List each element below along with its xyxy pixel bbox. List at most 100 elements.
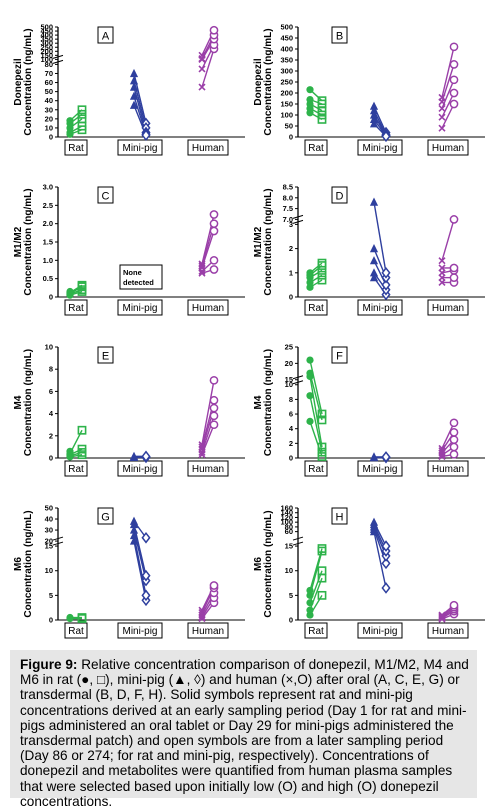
x-category-label: Mini-pig [362,464,397,475]
x-category-label: Rat [68,626,84,637]
y-tick-label: 200 [280,89,293,98]
data-point-late [77,105,87,115]
series-human [438,42,459,132]
y-tick-label: 140 [280,508,293,517]
data-point-late [449,75,459,85]
series-human [438,418,459,461]
data-point-early [198,83,206,91]
data-point-early [198,269,206,277]
pair-line [373,531,387,589]
data-point-late [317,566,327,576]
y-tick-label: 250 [280,78,293,87]
panel-label-box [331,346,348,364]
data-point-early [369,101,379,110]
series-mini-pig [129,516,151,607]
y-axis-units: Concentration (ng/mL) [23,28,34,135]
x-category-label: Mini-pig [122,143,157,154]
y-tick-label: 2.5 [43,201,53,210]
y-tick-label: 200 [40,47,53,56]
x-category-box [64,460,88,477]
panel-label-box [97,507,114,525]
x-category-box [357,139,403,156]
series-human [198,210,219,277]
y-tick-label: 60 [45,78,53,87]
caption-text: Relative concentration comparison of don… [20,657,469,809]
data-point-late [449,418,459,428]
data-point-early [66,447,74,455]
x-category-label: Human [432,143,464,154]
series-mini-pig [369,451,391,464]
data-point-early [66,613,74,622]
y-tick-label: 0 [49,454,53,463]
series-rat [66,280,87,299]
panel-B: B 0 50 100 150 200 250 300 350 400 450 500 Donepezil… [253,23,485,156]
data-point-late [77,114,87,124]
panel-C: C 0 0.5 1.0 1.5 2.0 2.5 3.0 M1/M2 Concentration (… [13,183,245,316]
y-tick-label: 15 [285,542,293,551]
data-point-early [129,451,139,460]
panel-label: B [336,31,343,43]
y-tick-label: 8.5 [283,183,293,192]
y-tick-label: 40 [45,96,53,105]
x-category-label: Mini-pig [362,143,397,154]
x-category-box [427,299,469,316]
pair-line [441,422,455,449]
data-point-late [317,258,327,268]
panel-label: E [102,351,109,363]
data-point-late [209,219,219,229]
data-point-late [209,403,219,413]
axis-break-mark [52,536,64,541]
y-tick-label: 0 [289,293,293,302]
data-point-late [317,96,327,106]
y-tick-label: 30 [45,105,53,114]
y-tick-label: 30 [45,526,53,535]
pair-line [441,92,455,118]
data-point-late [449,42,459,52]
y-axis-title: M4 [13,395,24,409]
data-point-early [369,268,379,277]
series-human [198,25,219,91]
panel-label: A [102,31,110,43]
data-point-early [438,264,446,272]
x-category-label: Human [192,143,224,154]
y-axis-units: Concentration (ng/mL) [23,188,34,295]
panel-label: G [101,512,110,524]
y-tick-label: 5 [49,591,53,600]
data-point-late [141,569,151,582]
y-tick-label: 10 [285,566,293,575]
y-tick-label: 250 [40,43,53,52]
pair-line [309,376,323,448]
y-tick-label: 0.5 [43,274,53,283]
panel-label: F [336,351,343,363]
panel-A: A 010203040506070801001502002503003504004… [13,23,245,156]
pair-line [373,202,387,273]
y-tick-label: 100 [280,111,293,120]
panel-label-box [97,26,114,44]
data-point-late [141,129,151,142]
y-axis-units: Concentration (ng/mL) [263,349,274,456]
y-tick-label: 100 [280,518,293,527]
series-rat [66,105,87,138]
x-category-box [64,299,88,316]
y-tick-label: 150 [280,100,293,109]
y-axis-title: M6 [13,557,24,571]
y-tick-label: 400 [280,45,293,54]
data-point-early [306,599,314,607]
data-point-early [306,86,314,94]
data-point-early [438,93,446,101]
data-point-early [129,530,139,540]
data-point-early [306,356,314,364]
data-point-late [381,582,391,594]
series-human [198,581,219,623]
pair-line [133,540,147,601]
data-point-late [317,115,327,124]
pair-line [441,103,455,129]
data-point-late [317,270,327,280]
pair-line [309,359,323,415]
panel-label-box [331,186,348,204]
y-tick-label: 8 [49,365,53,374]
y-tick-label: 300 [40,39,53,48]
x-category-label: Rat [308,143,324,154]
y-tick-label: 2 [289,439,293,448]
